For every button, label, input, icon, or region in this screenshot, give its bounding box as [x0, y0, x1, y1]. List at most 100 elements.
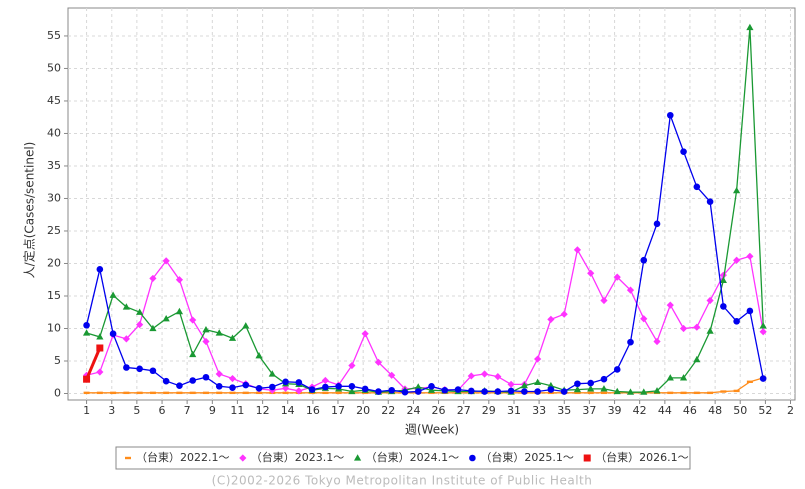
point [202, 337, 210, 346]
point [653, 387, 661, 394]
x-tick-label: 11 [230, 404, 244, 417]
series-line [85, 115, 764, 393]
y-tick-label: 25 [47, 224, 61, 237]
point [733, 186, 741, 194]
point [587, 269, 595, 277]
point [653, 220, 661, 228]
point [627, 338, 634, 346]
y-tick-label: 5 [54, 354, 61, 367]
point [322, 391, 329, 395]
point [706, 198, 714, 206]
point [733, 318, 740, 325]
series [83, 344, 104, 383]
y-tick-label: 35 [47, 159, 61, 172]
point [454, 386, 462, 393]
series [82, 23, 767, 395]
point [507, 387, 515, 395]
point [375, 388, 382, 395]
point [759, 375, 767, 382]
point [401, 388, 409, 396]
point [189, 377, 197, 384]
y-tick-label: 40 [47, 126, 61, 139]
y-axis-label: 人/定点(Cases/sentinel) [22, 142, 37, 279]
point [653, 337, 661, 346]
point [176, 382, 183, 389]
x-tick-label: 6 [159, 404, 166, 417]
point [428, 391, 435, 395]
legend-swatch [354, 454, 362, 461]
x-tick-label: 27 [457, 404, 471, 417]
series-line [86, 27, 764, 393]
point [96, 333, 104, 340]
point [759, 328, 767, 336]
point [109, 291, 117, 298]
series [83, 376, 767, 395]
legend-label: （台東）2022.1～ [136, 450, 230, 464]
x-tick-label: 46 [683, 404, 697, 417]
point [282, 378, 289, 386]
point [547, 381, 555, 389]
point [640, 256, 648, 264]
x-tick-label: 9 [209, 404, 216, 417]
x-tick-label: 48 [708, 404, 722, 417]
point [441, 386, 449, 394]
point [202, 325, 210, 333]
x-tick-label: 44 [658, 404, 672, 417]
point [255, 384, 263, 392]
point [720, 390, 727, 393]
x-tick-label: 24 [406, 404, 420, 417]
point [374, 358, 383, 366]
point [175, 307, 184, 315]
point [746, 252, 754, 260]
point [149, 391, 156, 395]
point [481, 388, 488, 395]
point [574, 391, 581, 395]
point [693, 323, 701, 331]
point [746, 307, 754, 315]
point [693, 183, 701, 191]
point [136, 308, 144, 315]
point [123, 391, 130, 395]
point [719, 276, 727, 283]
legend-item: （台東）2024.1～ [354, 450, 459, 464]
point [414, 383, 422, 390]
point [122, 335, 130, 343]
point [83, 391, 90, 395]
point [348, 361, 356, 370]
point [282, 391, 289, 395]
point [573, 385, 582, 393]
point [136, 320, 144, 329]
point [547, 315, 555, 323]
point [242, 391, 249, 395]
point [666, 301, 674, 309]
point [521, 388, 528, 395]
y-tick-label: 15 [47, 289, 61, 302]
point [149, 274, 157, 283]
point [494, 388, 502, 395]
point [733, 256, 741, 264]
point [242, 381, 250, 389]
point [679, 324, 688, 333]
point [361, 385, 369, 393]
point [613, 387, 621, 395]
point [228, 374, 237, 383]
x-tick-label: 50 [733, 404, 747, 417]
point [534, 378, 542, 386]
x-tick-label: 17 [331, 404, 345, 417]
point [162, 314, 170, 322]
point [626, 286, 635, 294]
legend-item: （台東）2022.1～ [125, 450, 230, 464]
series [82, 246, 767, 395]
point [574, 380, 581, 388]
point [242, 322, 250, 329]
x-axis-label: 週(Week) [405, 423, 459, 437]
x-tick-label: 12 [256, 404, 270, 417]
point [136, 365, 143, 373]
legend-item: （台東）2025.1～ [469, 450, 574, 464]
point [82, 329, 91, 336]
point [216, 391, 223, 395]
point [388, 386, 396, 394]
point [587, 391, 594, 395]
x-tick-label: 35 [557, 404, 571, 417]
point [189, 350, 197, 358]
